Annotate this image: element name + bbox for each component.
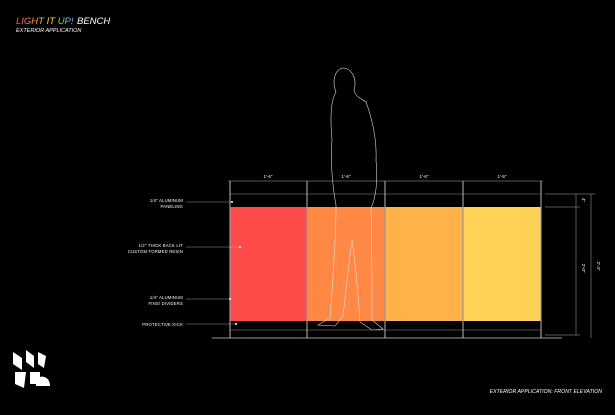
leader-dots [229, 201, 241, 325]
leader-lines [186, 201, 240, 325]
title-highlight: LIGHT IT UP! [16, 16, 74, 27]
resin-panel [385, 207, 463, 321]
logo-shape [36, 376, 50, 386]
subtitle: EXTERIOR APPLICATION [16, 28, 81, 34]
dimension-label: 1'-6" [498, 174, 507, 179]
logo-shape [13, 352, 22, 370]
logo-shape [15, 372, 26, 388]
caption: EXTERIOR APPLICATION: FRONT ELEVATION [490, 389, 603, 395]
resin-panel [307, 207, 385, 321]
logo-shape [38, 352, 46, 368]
callout-text: 1/4" ALUMINUM [150, 295, 183, 300]
dimension-label: 2'-4" [596, 262, 601, 271]
person-silhouette [316, 67, 384, 331]
resin-panel [230, 207, 307, 321]
callout-text: CUSTOM FORMED RESIN [128, 249, 183, 254]
title-rest: BENCH [77, 16, 110, 27]
logo [13, 350, 50, 388]
leader-dot [239, 246, 241, 248]
callout-text: 1/2" THICK BACK LIT [138, 243, 183, 248]
bench-frame [229, 181, 542, 338]
callout-text: PROTECTIVE KICK [142, 322, 183, 327]
resin-panel [463, 207, 541, 321]
leader-dot [231, 201, 233, 203]
dimension-label: 1'-6" [342, 174, 351, 179]
dimension-label: 1'-6" [420, 174, 429, 179]
dimension-label: 1'-6" [264, 174, 273, 179]
leader-dot [229, 298, 231, 300]
dimension-lines [545, 193, 595, 338]
leader-dot [235, 323, 237, 325]
dimension-label: 4" [581, 198, 586, 203]
dimension-label: 2'-0" [581, 264, 586, 273]
callout-text: PANELING [161, 204, 183, 209]
callout-text: 1/4" ALUMINUM [150, 198, 183, 203]
callout-text: FINS/ DIVIDERS [149, 301, 183, 306]
logo-shape [26, 350, 34, 368]
